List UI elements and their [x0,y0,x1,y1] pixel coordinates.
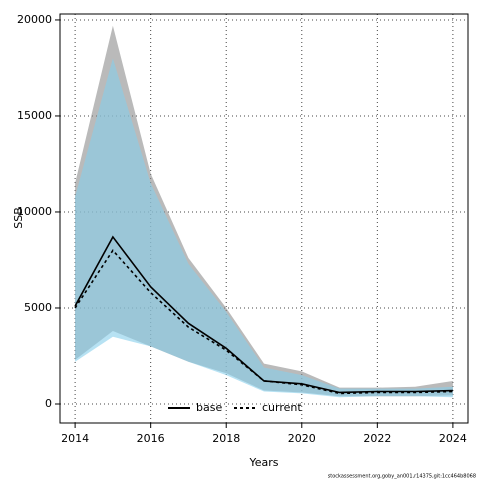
legend-label: base [196,401,222,414]
x-axis-label: Years [248,456,278,469]
y-tick-label: 10000 [17,205,52,218]
plot-frame [59,13,469,424]
x-tick-label: 2022 [363,432,391,445]
x-tick-label: 2016 [137,432,165,445]
y-tick-label: 0 [45,397,52,410]
y-axis-label: SSB [12,207,25,229]
footer: stockassessment.org,goby_an001,r14375,gi… [328,474,476,480]
y-tick-label: 20000 [17,13,52,26]
legend-label: current [262,401,302,414]
y-tick-label: 15000 [17,109,52,122]
x-tick-label: 2024 [439,432,467,445]
y-tick-label: 5000 [24,301,52,314]
x-tick-label: 2018 [212,432,240,445]
x-tick-label: 2014 [61,432,89,445]
series-line [74,249,453,395]
confidence-band [75,58,453,398]
x-tick-label: 2020 [288,432,316,445]
series-line [74,235,453,394]
